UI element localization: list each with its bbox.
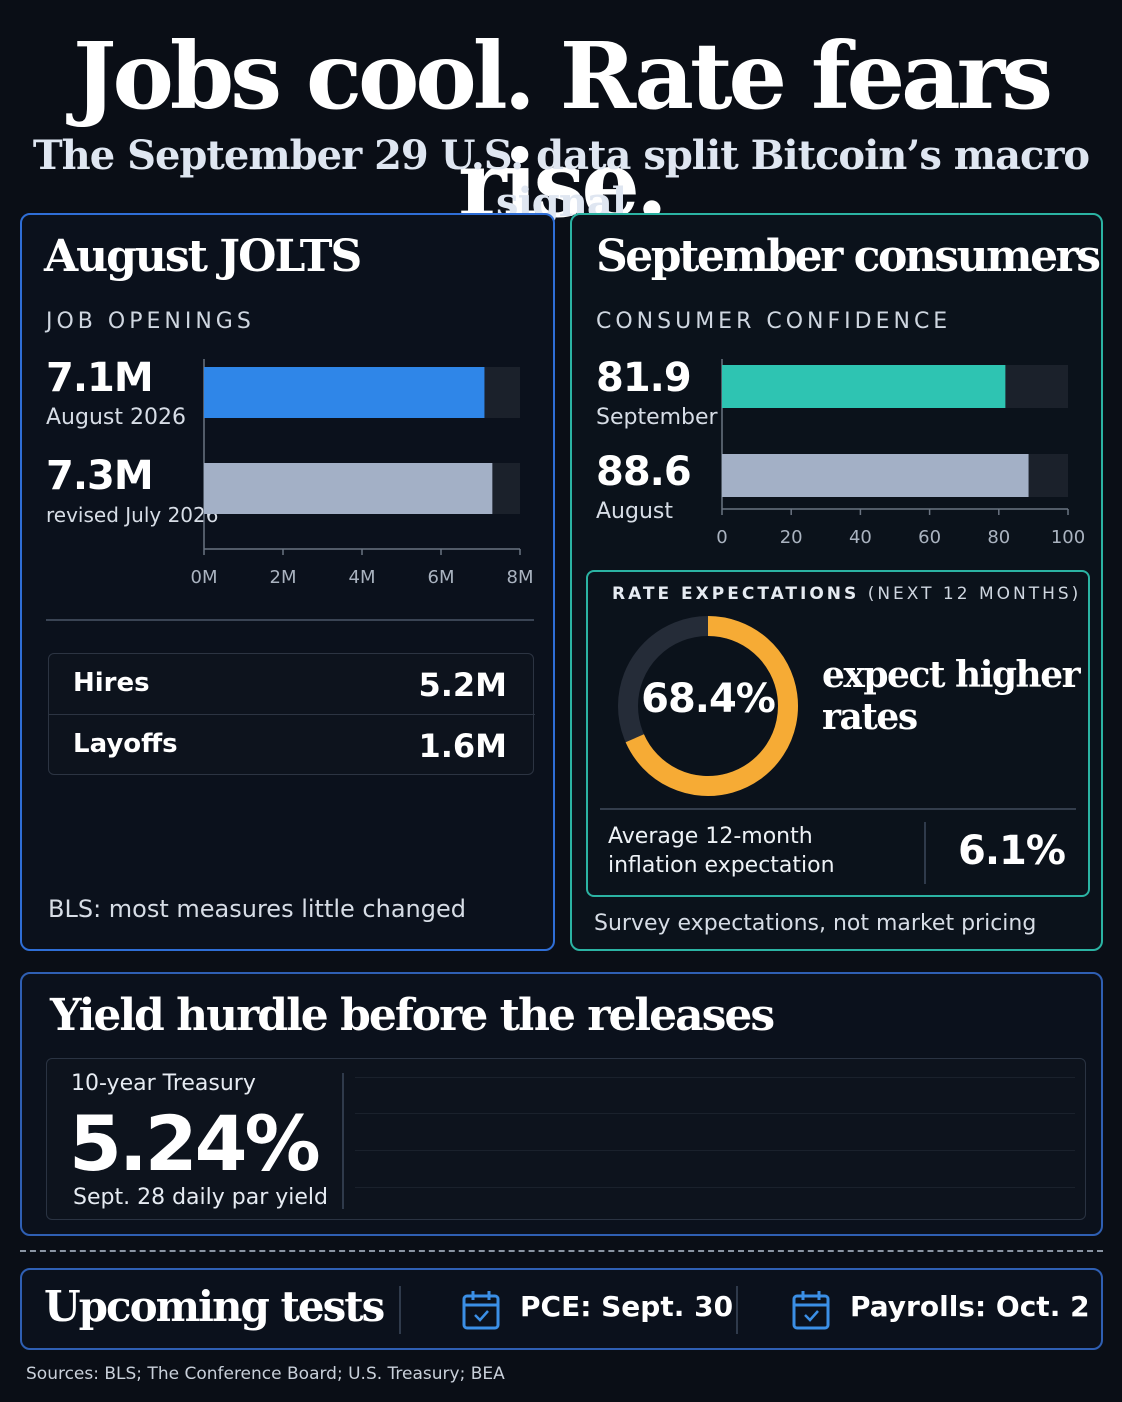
subheadline: The September 29 U.S. data split Bitcoin… [32,132,1090,226]
hires-value: 5.2M [418,666,507,704]
consumers-note: Survey expectations, not market pricing [594,911,1037,936]
gridline [355,1187,1075,1188]
consumer-confidence-label: CONSUMER CONFIDENCE [596,309,952,334]
bar-current [722,365,1006,408]
bar-label-august: August 2026 [46,405,186,430]
layoffs-value: 1.6M [418,727,507,765]
divider [399,1286,401,1334]
headline: Jobs cool. Rate fears rise. [72,22,1053,238]
upcoming-title: Upcoming tests [44,1282,385,1331]
tick-label: 8M [506,567,534,588]
bar-current [204,367,485,418]
divider [600,808,1076,810]
calendar-icon [462,1290,500,1334]
calendar-icon [792,1290,830,1334]
table-row: Layoffs 1.6M [49,715,535,775]
job-openings-label: JOB OPENINGS [46,309,255,334]
consumer-confidence-chart [721,359,1069,515]
jolts-note: BLS: most measures little changed [48,895,466,923]
layoffs-label: Layoffs [73,729,178,759]
treasury-value: 5.24% [69,1099,321,1188]
jolts-title: August JOLTS [44,231,362,282]
bar-label-july: revised July 2026 [46,503,219,527]
donut-slice-higher-rates [625,616,798,796]
treasury-caption: Sept. 28 daily par yield [73,1185,328,1210]
bar-prior [204,463,493,514]
tick-label: 2M [269,567,297,588]
gridline [355,1150,1075,1151]
upcoming-panel: Upcoming tests PCE: Sept. 30 Payrolls: O… [20,1268,1103,1350]
upcoming-pce: PCE: Sept. 30 [520,1290,734,1323]
rate-label-paren: (NEXT 12 MONTHS) [867,584,1082,604]
donut-percent: 68.4% [641,676,776,722]
rate-donut-chart [618,616,798,796]
yield-card: 10-year Treasury 5.24% Sept. 28 daily pa… [46,1058,1086,1220]
job-openings-chart [203,359,521,555]
treasury-label: 10-year Treasury [71,1071,256,1096]
jolts-panel: August JOLTS JOB OPENINGS 7.1M August 20… [20,213,555,951]
table-row: Hires 5.2M [49,654,535,714]
rate-expectations-box: RATE EXPECTATIONS (NEXT 12 MONTHS) 68.4%… [586,570,1090,897]
flows-table: Hires 5.2M Layoffs 1.6M [48,653,535,775]
bar-value-august: 7.1M [46,355,154,401]
tick-label: 80 [987,527,1011,548]
rate-label: RATE EXPECTATIONS (NEXT 12 MONTHS) [612,584,1081,604]
bar-label-september: September [596,405,718,430]
rate-label-main: RATE EXPECTATIONS [612,584,860,604]
bar-label-aug-conf: August [596,499,673,524]
tick-label: 100 [1050,527,1086,548]
consumers-panel: September consumers CONSUMER CONFIDENCE … [570,213,1103,951]
yield-panel: Yield hurdle before the releases 10-year… [20,972,1103,1236]
tick-label: 60 [918,527,942,548]
tick-label: 0 [716,527,728,548]
divider [342,1073,344,1209]
tick-label: 40 [848,527,872,548]
upcoming-payrolls: Payrolls: Oct. 2 [850,1290,1090,1323]
bar-value-july: 7.3M [46,453,154,499]
bar-value-aug-conf: 88.6 [596,449,692,495]
gridline [355,1077,1075,1078]
inflation-label: Average 12-month inflation expectation [608,824,835,878]
bar-value-september: 81.9 [596,355,692,401]
tick-label: 4M [348,567,376,588]
inflation-value: 6.1% [958,828,1066,874]
bar-prior [722,454,1029,497]
tick-label: 6M [427,567,455,588]
divider [736,1286,738,1334]
consumers-title: September consumers [596,231,1101,282]
dashed-divider [20,1250,1103,1252]
row-divider [49,714,535,715]
hires-label: Hires [73,668,150,698]
divider [46,619,534,621]
tick-label: 20 [779,527,803,548]
divider [924,822,926,884]
yield-title: Yield hurdle before the releases [50,990,775,1041]
sources-footnote: Sources: BLS; The Conference Board; U.S.… [26,1364,505,1384]
tick-label: 0M [190,567,218,588]
gridline [355,1113,1075,1114]
donut-caption: expect higher rates [822,654,1081,738]
